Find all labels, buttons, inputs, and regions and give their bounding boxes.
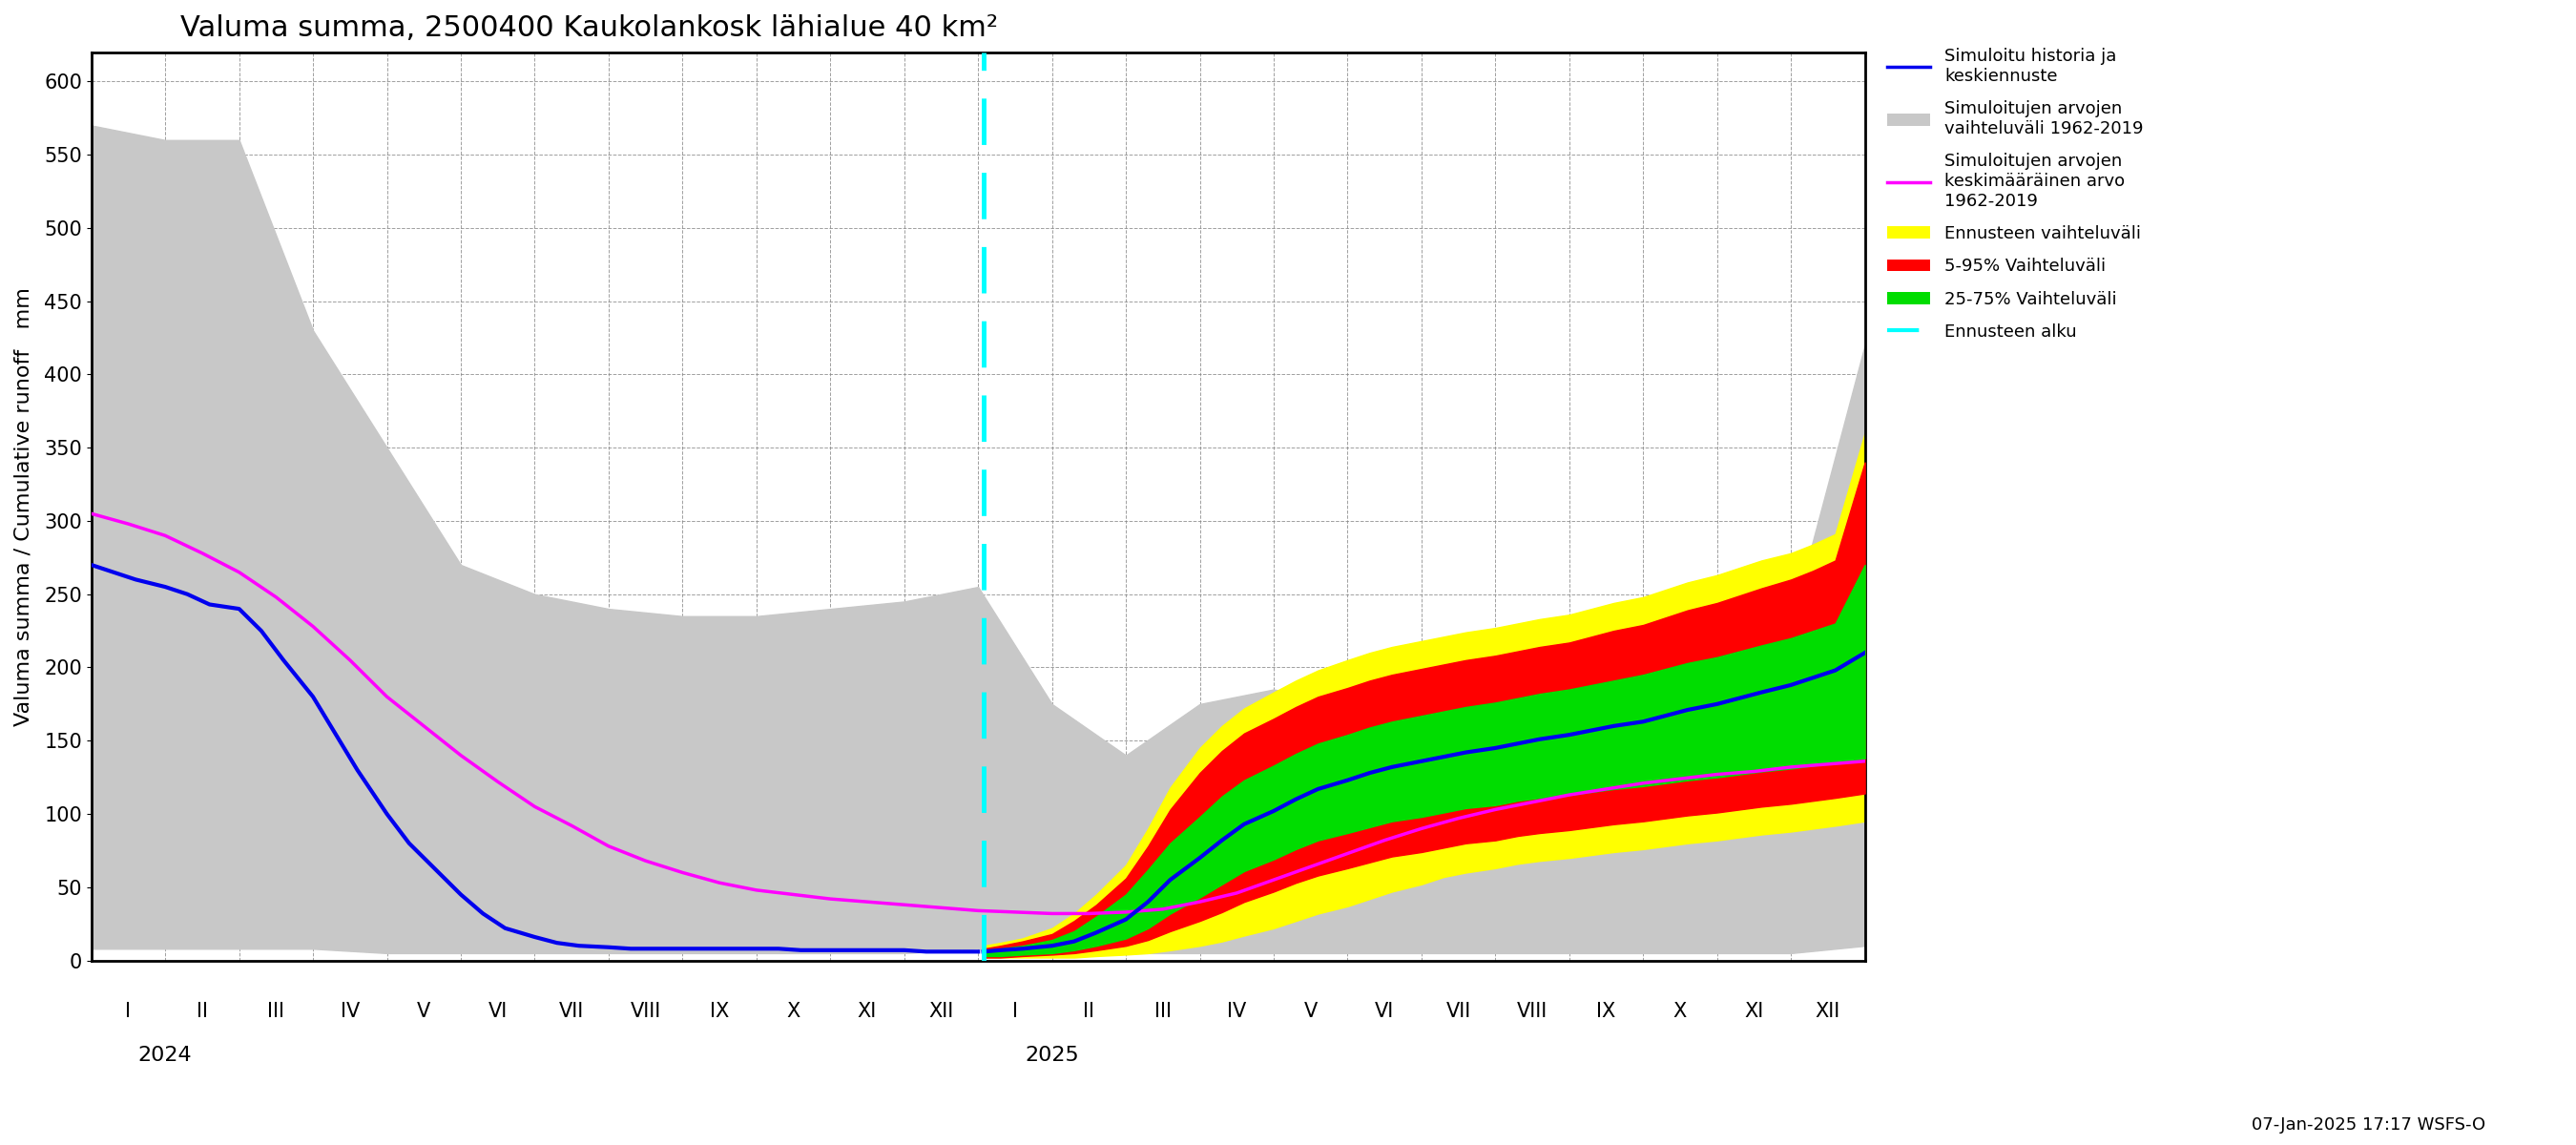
Text: VII: VII: [1445, 1002, 1471, 1020]
Text: XII: XII: [927, 1002, 953, 1020]
Text: IX: IX: [711, 1002, 729, 1020]
Text: II: II: [1082, 1002, 1095, 1020]
Text: III: III: [268, 1002, 283, 1020]
Text: Valuma summa, 2500400 Kaukolankosk lähialue 40 km²: Valuma summa, 2500400 Kaukolankosk lähia…: [180, 14, 997, 42]
Text: VII: VII: [559, 1002, 585, 1020]
Text: IX: IX: [1597, 1002, 1615, 1020]
Legend: Simuloitu historia ja
keskiennuste, Simuloitujen arvojen
vaihteluväli 1962-2019,: Simuloitu historia ja keskiennuste, Simu…: [1883, 42, 2148, 346]
Text: IV: IV: [1226, 1002, 1247, 1020]
Text: I: I: [126, 1002, 131, 1020]
Text: III: III: [1154, 1002, 1172, 1020]
Text: VIII: VIII: [631, 1002, 662, 1020]
Text: 2024: 2024: [139, 1045, 193, 1065]
Text: X: X: [1674, 1002, 1687, 1020]
Text: VI: VI: [1376, 1002, 1394, 1020]
Text: V: V: [417, 1002, 430, 1020]
Text: II: II: [196, 1002, 209, 1020]
Text: VIII: VIII: [1517, 1002, 1548, 1020]
Text: X: X: [786, 1002, 801, 1020]
Text: XI: XI: [858, 1002, 876, 1020]
Text: I: I: [1012, 1002, 1018, 1020]
Text: IV: IV: [340, 1002, 361, 1020]
Y-axis label: Valuma summa / Cumulative runoff   mm: Valuma summa / Cumulative runoff mm: [15, 287, 33, 726]
Text: XI: XI: [1744, 1002, 1765, 1020]
Text: 2025: 2025: [1025, 1045, 1079, 1065]
Text: VI: VI: [487, 1002, 507, 1020]
Text: 07-Jan-2025 17:17 WSFS-O: 07-Jan-2025 17:17 WSFS-O: [2251, 1116, 2486, 1134]
Text: V: V: [1303, 1002, 1316, 1020]
Text: XII: XII: [1816, 1002, 1839, 1020]
